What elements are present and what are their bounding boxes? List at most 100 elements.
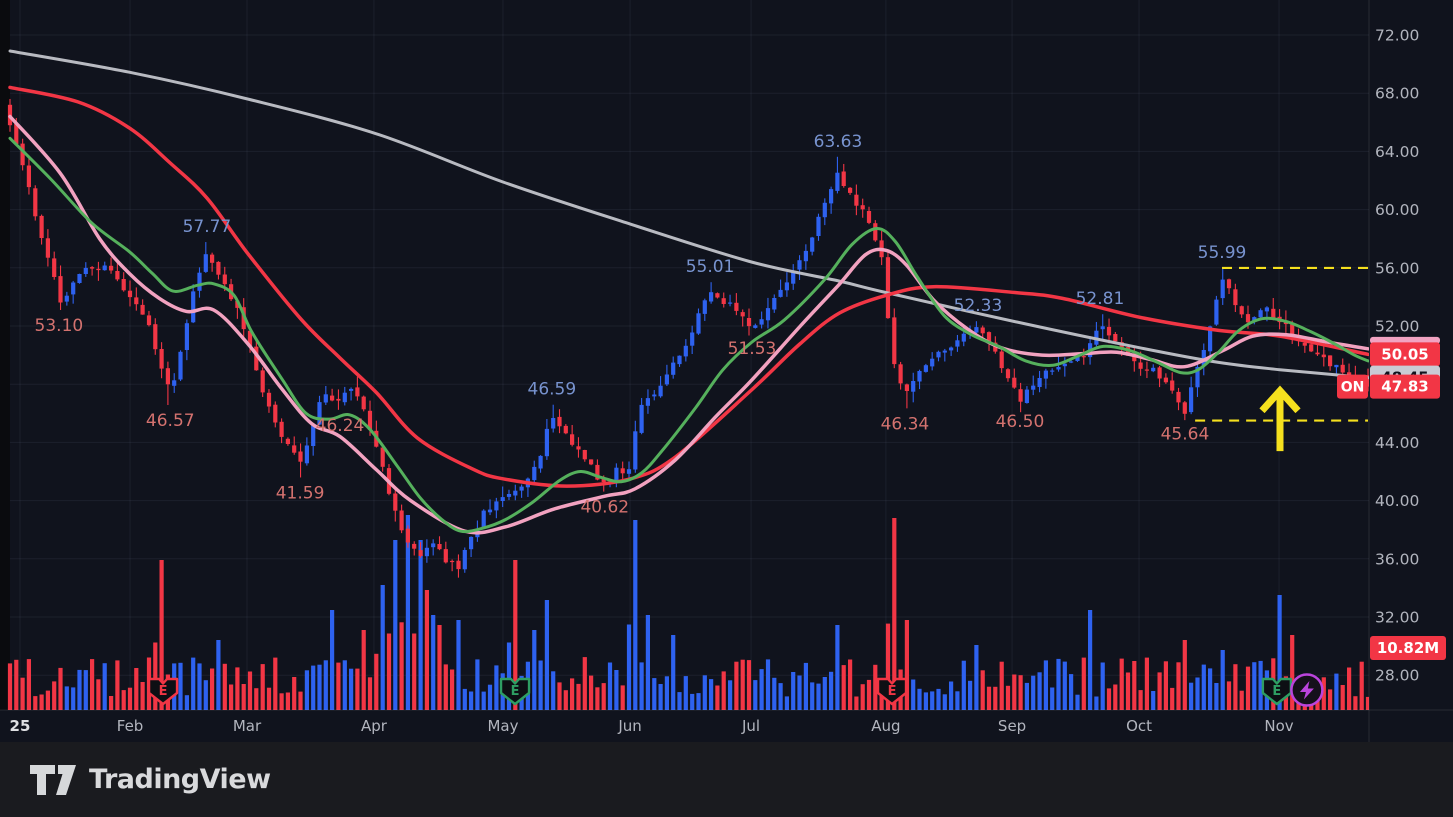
time-axis-label[interactable]: Jul xyxy=(741,717,760,735)
volume-bar xyxy=(260,664,265,710)
volume-bar xyxy=(20,677,25,710)
candle-body xyxy=(936,351,941,358)
volume-bar xyxy=(1258,660,1263,710)
candle-body xyxy=(923,365,928,372)
time-axis-label[interactable]: Nov xyxy=(1264,717,1293,735)
volume-bar xyxy=(974,645,979,710)
volume-bar xyxy=(323,660,328,710)
last-price-tag xyxy=(1370,374,1440,399)
volume-bar xyxy=(292,677,297,710)
volume-bar xyxy=(273,657,278,710)
time-axis-label[interactable]: May xyxy=(487,717,518,735)
candle-body xyxy=(178,351,183,380)
candle-body xyxy=(1271,308,1276,318)
candle-body xyxy=(999,351,1004,369)
candle-body xyxy=(52,258,57,277)
volume-bar xyxy=(1012,674,1017,710)
candle-body xyxy=(873,223,878,241)
time-axis-label[interactable]: Aug xyxy=(871,717,900,735)
candle-body xyxy=(532,466,537,481)
arrow-drawing-head[interactable] xyxy=(1259,385,1301,414)
candle-body xyxy=(1163,377,1168,383)
candle-body xyxy=(380,447,385,467)
earnings-icon[interactable] xyxy=(499,677,531,706)
candle-body xyxy=(323,394,328,403)
ma-line-green[interactable] xyxy=(8,136,1370,534)
candle-body xyxy=(456,560,461,570)
volume-bar xyxy=(892,518,897,710)
time-axis-label[interactable]: Mar xyxy=(233,717,262,735)
volume-bar xyxy=(999,661,1004,710)
time-axis-label[interactable]: Apr xyxy=(361,717,388,735)
volume-bar xyxy=(52,681,57,710)
tradingview-logo-icon[interactable] xyxy=(30,764,76,796)
tradingview-wordmark[interactable]: TradingView xyxy=(89,764,271,795)
lightning-icon-bolt xyxy=(1299,681,1314,700)
volume-bar xyxy=(1113,684,1118,710)
time-axis[interactable] xyxy=(0,710,1453,742)
pivot-high-label: 57.77 xyxy=(183,217,232,237)
candle-body xyxy=(772,298,777,310)
earnings-icon-letter: E xyxy=(1272,684,1281,699)
candle-body xyxy=(816,216,821,236)
candle-body xyxy=(399,510,404,531)
volume-bar xyxy=(443,664,448,710)
earnings-icon[interactable] xyxy=(1261,677,1293,706)
volume-bar xyxy=(121,690,126,710)
candle-body xyxy=(361,396,366,410)
volume-bar xyxy=(424,590,429,710)
candle-body xyxy=(14,123,19,144)
volume-bar xyxy=(734,661,739,710)
ma-line-pink[interactable] xyxy=(8,114,1370,535)
candle-body xyxy=(1012,377,1017,388)
volume-bar xyxy=(917,688,922,710)
volume-bar xyxy=(222,663,227,710)
candle-body xyxy=(285,438,290,444)
earnings-icon[interactable] xyxy=(876,677,908,706)
candle-body xyxy=(652,394,657,397)
candle-body xyxy=(911,381,916,392)
time-axis-label[interactable]: Jun xyxy=(617,717,641,735)
volume-bar xyxy=(393,540,398,710)
volume-bar xyxy=(961,660,966,710)
volume-bar xyxy=(1075,694,1080,710)
volume-bar xyxy=(658,684,663,710)
volume-bar xyxy=(330,610,335,710)
volume-bar xyxy=(645,615,650,710)
time-axis-label[interactable]: Sep xyxy=(998,717,1026,735)
volume-bar xyxy=(71,687,76,710)
time-axis-label[interactable]: Feb xyxy=(117,717,144,735)
candle-body xyxy=(1201,350,1206,366)
volume-bar xyxy=(1050,687,1055,710)
volume-bar xyxy=(639,662,644,710)
volume-bar xyxy=(626,624,632,710)
earnings-icon[interactable] xyxy=(147,677,179,706)
volume-bar xyxy=(412,633,417,710)
volume-bar xyxy=(90,659,95,710)
volume-bar xyxy=(399,622,404,711)
candle-body xyxy=(1113,334,1118,342)
candle-body xyxy=(462,550,467,570)
volume-bar xyxy=(791,672,796,710)
candle-body xyxy=(1018,389,1023,402)
candle-body xyxy=(633,431,638,470)
candle-body xyxy=(1302,342,1307,346)
volume-bar xyxy=(317,664,322,710)
time-axis-label[interactable]: 25 xyxy=(10,717,31,735)
candle-body xyxy=(418,550,423,556)
candle-body xyxy=(513,490,518,496)
ma-line-white[interactable] xyxy=(8,49,1370,380)
volume-bar xyxy=(1043,660,1048,710)
volume-bar xyxy=(1277,595,1282,710)
volume-bar xyxy=(576,683,581,710)
volume-bar xyxy=(544,600,549,710)
price-chart-canvas[interactable]: E E E E 57.77 46.59 55.01 63.63 52.33 52.81 55.99 5… xyxy=(0,0,1453,742)
volume-bar xyxy=(551,671,556,710)
candle-body xyxy=(355,387,360,397)
volume-tag-text: 10.82M xyxy=(1377,639,1439,657)
candle-body xyxy=(203,254,208,272)
volume-bar xyxy=(829,671,834,711)
time-axis-label[interactable]: Oct xyxy=(1126,717,1152,735)
volume-bar xyxy=(721,671,726,710)
pivot-low-label: 40.62 xyxy=(580,498,629,518)
